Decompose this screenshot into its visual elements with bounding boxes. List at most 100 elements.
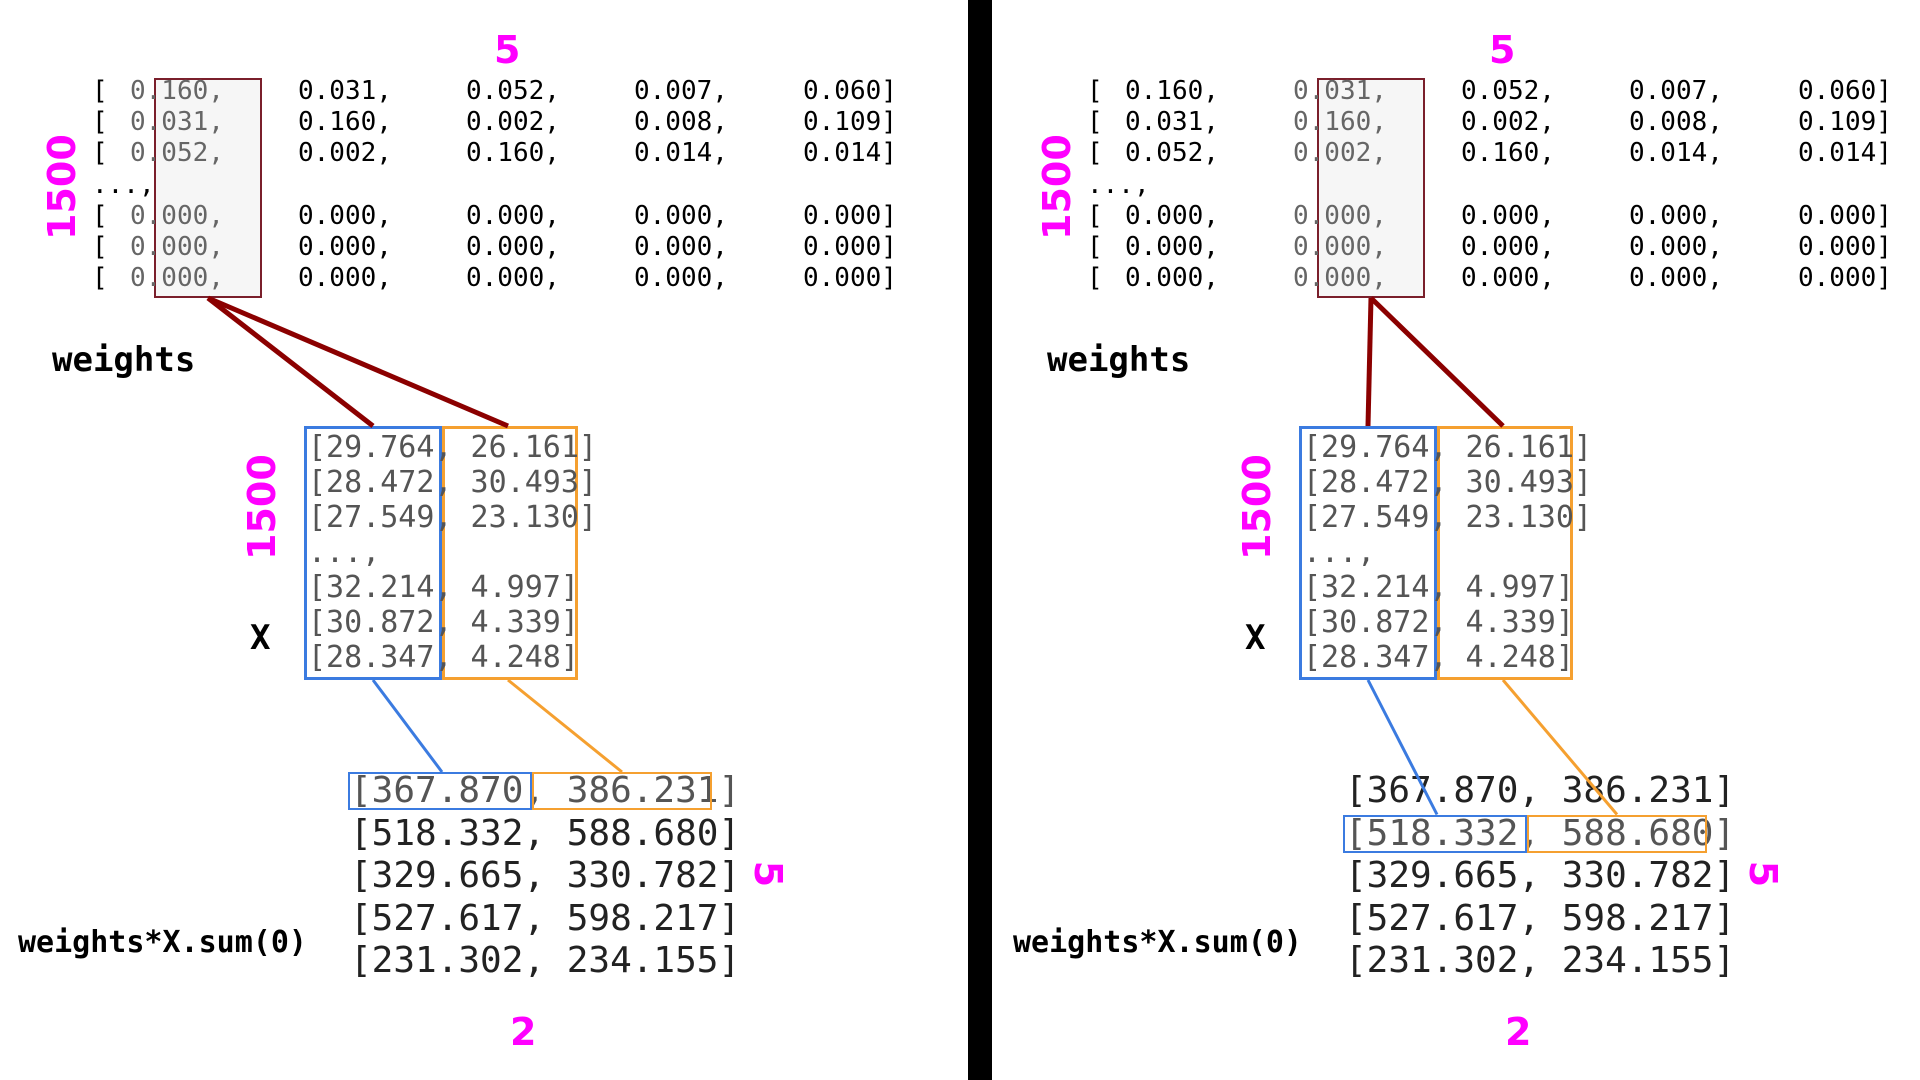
result-row: [367.870, 386.231] <box>350 770 741 811</box>
weights-cell: 0.014] <box>1798 138 1892 168</box>
result-highlight-cell-0 <box>348 772 532 810</box>
link-weights-to-x-col1 <box>207 295 509 429</box>
weights-cell: 0.000, <box>1461 201 1555 231</box>
weights-cell: 0.031, <box>130 107 224 137</box>
weights-dim-cols: 5 <box>494 28 521 72</box>
x-label: X <box>250 618 271 658</box>
weights-cell: 0.000, <box>298 201 392 231</box>
weights-row-bracket: [ <box>1087 107 1103 137</box>
weights-cell: 0.000, <box>1629 201 1723 231</box>
x-column-1-box <box>1437 426 1573 680</box>
x-row: [27.549, 23.130] <box>1303 500 1592 535</box>
connector-lines <box>206 295 623 774</box>
weights-cell: 0.000, <box>1461 263 1555 293</box>
x-column-0-box <box>304 426 442 680</box>
result-row: [518.332, 588.680] <box>1345 812 1736 854</box>
weights-cell: 0.000, <box>1293 232 1387 262</box>
weights-cell: 0.160, <box>466 138 560 168</box>
weights-cell: 0.000] <box>803 201 897 231</box>
weights-label: weights <box>52 340 196 380</box>
x-row: [29.764, 26.161] <box>1303 430 1592 465</box>
x-row: [28.472, 30.493] <box>308 465 597 500</box>
weights-cell: 0.007, <box>1629 76 1723 106</box>
weights-cell: 0.060] <box>803 76 897 106</box>
result-row: [527.617, 598.217] <box>350 897 741 939</box>
weights-label: weights <box>1047 340 1191 380</box>
connector-lines <box>1365 296 1619 816</box>
weights-cell: 0.109] <box>803 107 897 137</box>
result-row: [231.302, 234.155] <box>1345 940 1736 981</box>
weights-row-bracket: [ <box>92 263 108 293</box>
weights-cell: 0.060] <box>1798 76 1892 106</box>
weights-cell: 0.000, <box>298 263 392 293</box>
weights-cell: 0.014] <box>803 138 897 168</box>
x-row: [30.872, 4.339] <box>1303 605 1574 640</box>
link-x-col0-to-result <box>1366 679 1439 816</box>
result-highlight-cell-1 <box>1527 814 1707 853</box>
weights-cell: 0.000, <box>1125 201 1219 231</box>
result-row: [329.665, 330.782] <box>1345 855 1736 896</box>
weights-cell: 0.000, <box>130 232 224 262</box>
weights-row-bracket: [ <box>92 201 108 231</box>
weights-cell: 0.008, <box>1629 107 1723 137</box>
x-row: [27.549, 23.130] <box>308 500 597 535</box>
weights-cell: 0.000, <box>1461 232 1555 262</box>
x-row: [30.872, 4.339] <box>308 605 579 640</box>
weights-cell: 0.000, <box>634 232 728 262</box>
weights-row-bracket: [ <box>1087 263 1103 293</box>
weights-cell: 0.000, <box>298 232 392 262</box>
weights-cell: 0.008, <box>634 107 728 137</box>
weights-cell: 0.000, <box>1293 263 1387 293</box>
weights-cell: 0.000] <box>1798 232 1892 262</box>
weights-cell: 0.000] <box>1798 263 1892 293</box>
weights-cell: 0.002, <box>1461 107 1555 137</box>
weights-cell: 0.014, <box>634 138 728 168</box>
weights-cell: 0.000, <box>466 263 560 293</box>
x-label: X <box>1245 618 1266 658</box>
link-weights-to-x-col0 <box>206 296 375 428</box>
weights-cell: 0.031, <box>298 76 392 106</box>
result-label: weights*X.sum(0) <box>1013 925 1302 960</box>
panel-right-column1: [0.160, 0.031, 0.052, 0.007, 0.060][0.031, 0.… <box>995 0 1920 1080</box>
weights-cell: 0.000, <box>1629 232 1723 262</box>
weights-cell: 0.000, <box>1125 263 1219 293</box>
weights-ellipsis: ..., <box>92 170 155 200</box>
weights-cell: 0.160, <box>1293 107 1387 137</box>
weights-cell: 0.000, <box>1293 201 1387 231</box>
weights-cell: 0.002, <box>466 107 560 137</box>
result-row: [329.665, 330.782] <box>350 855 741 896</box>
weights-cell: 0.000, <box>466 201 560 231</box>
weights-cell: 0.160, <box>130 76 224 106</box>
weights-cell: 0.002, <box>1293 138 1387 168</box>
weights-cell: 0.000] <box>803 263 897 293</box>
x-row: [28.347, 4.248] <box>1303 640 1574 675</box>
weights-cell: 0.000, <box>1629 263 1723 293</box>
weights-cell: 0.002, <box>298 138 392 168</box>
weights-cell: 0.000, <box>130 263 224 293</box>
weights-cell: 0.052, <box>1125 138 1219 168</box>
weights-row-bracket: [ <box>1087 201 1103 231</box>
link-weights-to-x-col0 <box>1365 297 1374 427</box>
x-row: [28.472, 30.493] <box>1303 465 1592 500</box>
result-highlight-cell-1 <box>532 772 712 810</box>
result-label: weights*X.sum(0) <box>18 925 307 960</box>
panel-left-column0: [0.160, 0.031, 0.052, 0.007, 0.060][0.031, 0.… <box>18 28 897 1054</box>
weights-cell: 0.000] <box>1798 201 1892 231</box>
weights-cell: 0.160, <box>1125 76 1219 106</box>
x-column-0-box <box>1299 426 1437 680</box>
weights-row-bracket: [ <box>1087 76 1103 106</box>
panel-divider <box>968 0 992 1080</box>
weights-dim-cols: 5 <box>1489 28 1516 72</box>
weights-row-bracket: [ <box>1087 232 1103 262</box>
link-weights-to-x-col1 <box>1369 296 1505 428</box>
weights-cell: 0.000, <box>1125 232 1219 262</box>
weights-cell: 0.000, <box>634 201 728 231</box>
weights-cell: 0.007, <box>634 76 728 106</box>
result-dim-cols: 2 <box>1505 1010 1532 1054</box>
weights-row-bracket: [ <box>1087 138 1103 168</box>
link-x-col1-to-result <box>507 678 623 774</box>
weights-row-bracket: [ <box>92 107 108 137</box>
weights-cell: 0.031, <box>1125 107 1219 137</box>
weights-cell: 0.109] <box>1798 107 1892 137</box>
result-highlight-cell-0 <box>1343 814 1527 853</box>
